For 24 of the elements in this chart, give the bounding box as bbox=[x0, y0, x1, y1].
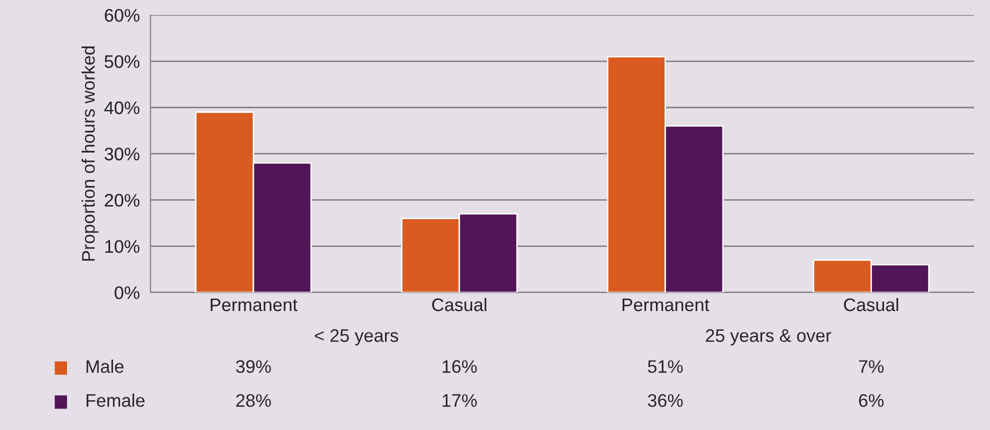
legend-label: Female bbox=[86, 394, 145, 407]
data-label: 51% bbox=[648, 360, 683, 373]
x-tick-label: Permanent bbox=[622, 298, 710, 312]
y-tick-label: 10% bbox=[105, 240, 140, 253]
text: < 25 years bbox=[314, 329, 398, 346]
legend-label: Male bbox=[86, 360, 124, 373]
y-tick-label: 0% bbox=[114, 286, 140, 300]
data-label: 16% bbox=[442, 360, 477, 373]
y-tick-label: 50% bbox=[104, 55, 140, 68]
text: 25 years & over bbox=[706, 329, 832, 346]
data-label: 28% bbox=[236, 394, 271, 407]
x-tick-label: Casual bbox=[432, 298, 486, 312]
y-tick-label: 40% bbox=[104, 101, 140, 114]
x-tick-label: Permanent bbox=[210, 298, 298, 312]
x-tick-label: Casual bbox=[844, 298, 898, 312]
y-axis-title: Proportion of hours worked bbox=[82, 46, 98, 261]
data-label: 7% bbox=[859, 360, 884, 373]
y-tick-label: 30% bbox=[104, 148, 140, 160]
y-tick-label: 60% bbox=[104, 8, 140, 22]
y-tick-label: 20% bbox=[104, 194, 140, 207]
data-label: 39% bbox=[236, 360, 271, 373]
data-label: 6% bbox=[859, 394, 884, 407]
data-label: 17% bbox=[442, 394, 477, 407]
data-label: 36% bbox=[648, 394, 683, 407]
